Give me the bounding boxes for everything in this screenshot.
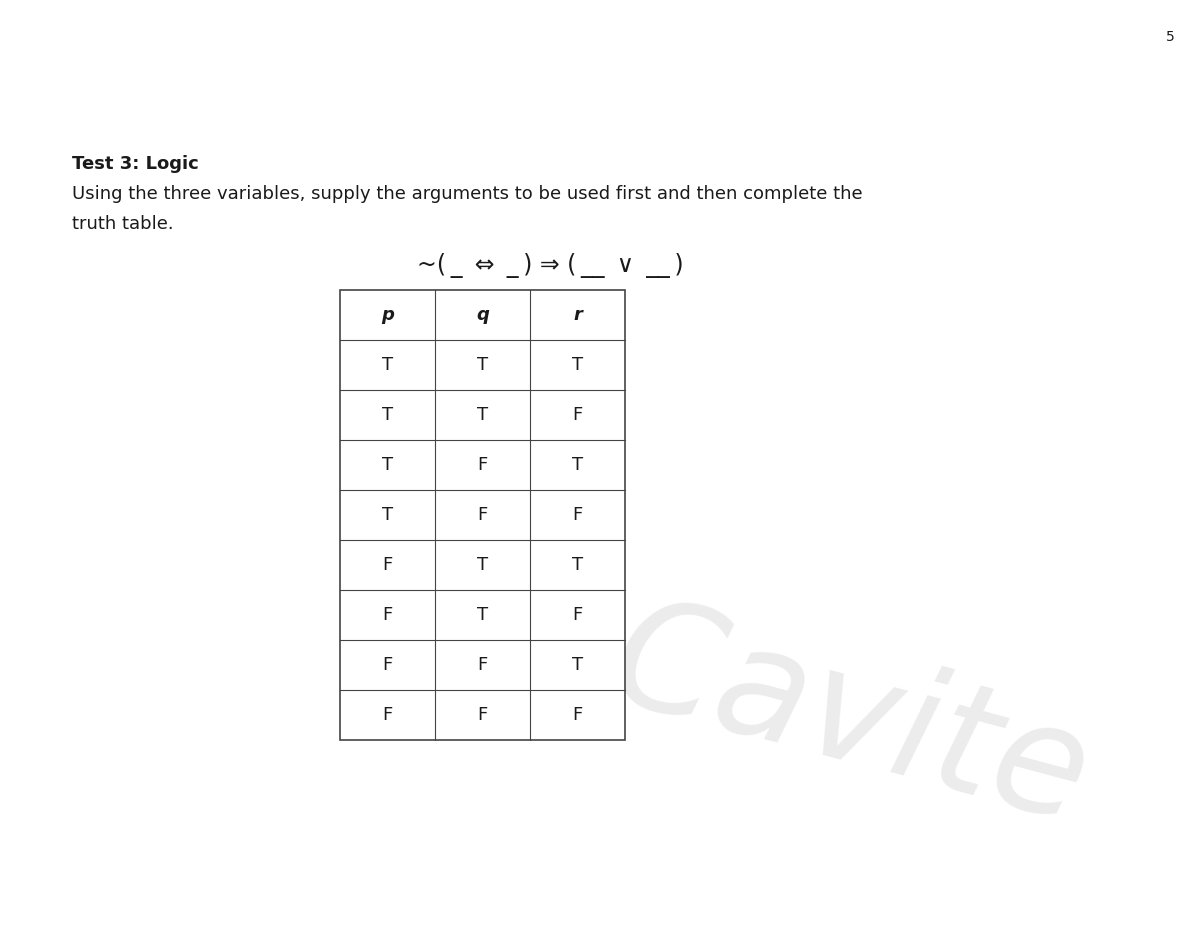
Text: F: F <box>477 706 488 724</box>
Text: T: T <box>572 656 583 674</box>
Text: Test 3: Logic: Test 3: Logic <box>72 155 199 173</box>
Text: T: T <box>572 456 583 474</box>
Text: F: F <box>572 506 583 524</box>
Text: T: T <box>477 606 488 624</box>
Text: T: T <box>477 556 488 574</box>
Text: T: T <box>381 506 393 524</box>
Text: F: F <box>572 606 583 624</box>
Bar <box>340 290 625 740</box>
Text: F: F <box>572 406 583 424</box>
Text: F: F <box>477 506 488 524</box>
Text: p: p <box>381 306 393 324</box>
Text: T: T <box>477 356 488 374</box>
Text: F: F <box>383 556 392 574</box>
Text: ~( _  ⇔  _ ) ⇒ ( __  ∨  __ ): ~( _ ⇔ _ ) ⇒ ( __ ∨ __ ) <box>417 253 683 278</box>
Text: Cavite: Cavite <box>596 585 1105 855</box>
Text: F: F <box>383 706 392 724</box>
Text: F: F <box>383 606 392 624</box>
Text: Using the three variables, supply the arguments to be used first and then comple: Using the three variables, supply the ar… <box>72 185 863 203</box>
Text: F: F <box>477 656 488 674</box>
Text: T: T <box>381 406 393 424</box>
Text: 5: 5 <box>1166 30 1175 44</box>
Text: F: F <box>572 706 583 724</box>
Text: q: q <box>476 306 489 324</box>
Text: F: F <box>383 656 392 674</box>
Text: F: F <box>477 456 488 474</box>
Text: r: r <box>573 306 582 324</box>
Text: T: T <box>572 556 583 574</box>
Text: T: T <box>477 406 488 424</box>
Text: T: T <box>381 356 393 374</box>
Text: T: T <box>572 356 583 374</box>
Text: T: T <box>381 456 393 474</box>
Text: truth table.: truth table. <box>72 215 174 233</box>
